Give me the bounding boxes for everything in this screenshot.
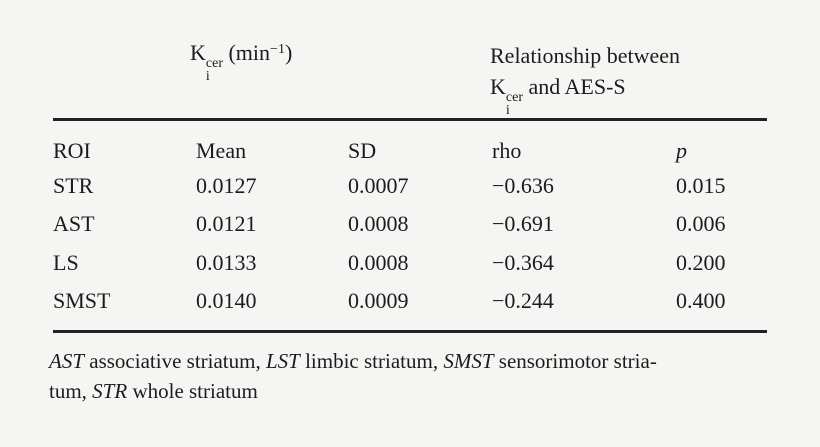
footnote-text: tum, xyxy=(49,379,93,403)
cell-sd: 0.0007 xyxy=(348,173,409,198)
column-header-p: p xyxy=(676,138,687,163)
cell-mean: 0.0140 xyxy=(196,288,257,313)
cell-mean: 0.0127 xyxy=(196,173,257,198)
unit-close: ) xyxy=(284,40,293,65)
column-header-roi: ROI xyxy=(53,138,91,163)
relationship-line1: Relationship between xyxy=(490,43,681,68)
footnote-text: sensorimotor stria- xyxy=(493,349,657,373)
bottom-rule xyxy=(53,330,767,333)
footnote-text: whole striatum xyxy=(127,379,258,403)
ki-superscript: cer xyxy=(205,56,223,71)
cell-sd: 0.0009 xyxy=(348,288,409,313)
unit-open: (min xyxy=(228,40,271,65)
ki-subsup: cer i xyxy=(505,90,523,119)
cell-roi: SMST xyxy=(53,288,111,313)
unit-label: (min−1) xyxy=(228,40,292,65)
column-header-sd: SD xyxy=(348,138,377,163)
cell-sd: 0.0008 xyxy=(348,211,409,236)
cell-roi: LS xyxy=(53,250,79,275)
column-header-rho: rho xyxy=(492,138,522,163)
table-row: SMST 0.0140 0.0009 −0.244 0.400 xyxy=(0,288,820,316)
footnote-text: associative striatum, xyxy=(84,349,266,373)
cell-rho: −0.244 xyxy=(492,288,554,313)
ki-superscript: cer xyxy=(505,90,523,105)
unit-exponent: −1 xyxy=(270,42,285,57)
ki-subscript: i xyxy=(505,103,510,119)
cell-p: 0.015 xyxy=(676,173,726,198)
footnote-text: limbic striatum, xyxy=(299,349,444,373)
cell-p: 0.006 xyxy=(676,211,726,236)
cell-sd: 0.0008 xyxy=(348,250,409,275)
footnote-abbrev: AST xyxy=(49,349,85,373)
cell-rho: −0.691 xyxy=(492,211,554,236)
table-row: AST 0.0121 0.0008 −0.691 0.006 xyxy=(0,211,820,239)
relationship-line2-rest: and AES-S xyxy=(528,74,626,99)
ki-base: K xyxy=(490,74,506,99)
column-header-row: ROI Mean SD rho p xyxy=(0,138,820,166)
cell-rho: −0.636 xyxy=(492,173,554,198)
table-row: STR 0.0127 0.0007 −0.636 0.015 xyxy=(0,173,820,201)
table-row: LS 0.0133 0.0008 −0.364 0.200 xyxy=(0,250,820,278)
footnote: AST associative striatum, LST limbic str… xyxy=(49,346,774,406)
cell-mean: 0.0133 xyxy=(196,250,257,275)
ki-subsup: cer i xyxy=(205,56,223,85)
ki-base: K xyxy=(190,40,206,65)
cell-roi: STR xyxy=(53,173,94,198)
footnote-abbrev: LST xyxy=(265,349,300,373)
footnote-abbrev: SMST xyxy=(443,349,494,373)
footnote-abbrev: STR xyxy=(92,379,128,403)
cell-p: 0.400 xyxy=(676,288,726,313)
cell-rho: −0.364 xyxy=(492,250,554,275)
ki-subscript: i xyxy=(205,69,210,85)
column-header-mean: Mean xyxy=(196,138,247,163)
cell-p: 0.200 xyxy=(676,250,726,275)
top-rule xyxy=(53,118,767,121)
cell-roi: AST xyxy=(53,211,95,236)
cell-mean: 0.0121 xyxy=(196,211,257,236)
